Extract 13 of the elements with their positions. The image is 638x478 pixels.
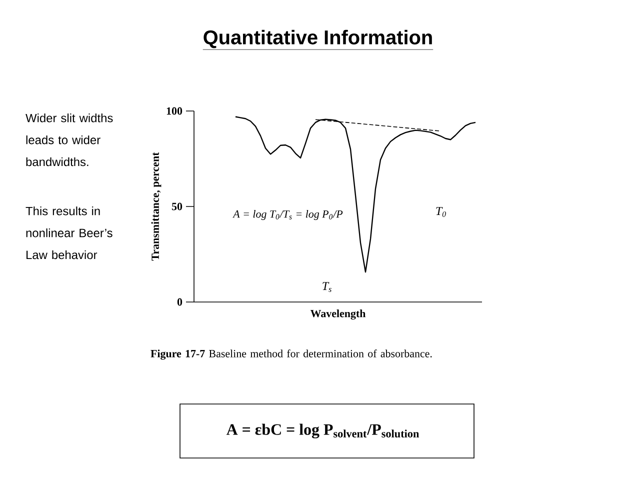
annotation: T$_{0}$	[436, 207, 446, 217]
text: Figure 17-7 Baseline method for determination of absorbance.	[150, 350, 432, 360]
x-axis-title: Wavelength	[310, 310, 366, 320]
text: Wider slit widths leads to wider bandwidths.	[26, 114, 113, 166]
annotation: A = log T$_{0}$/T$_{s}$ = log P$_{0}$/P	[232, 210, 343, 220]
y-tick-label: 50	[172, 202, 182, 210]
text: A = εbC = log P$_{solvent}$/P$_{solution}$	[226, 424, 420, 438]
y-axis-title: Transmittance, percent	[151, 152, 162, 261]
chart-title: Quantitative Information	[204, 30, 432, 48]
y-tick-label: 100	[166, 107, 182, 115]
annotation: T$_{s}$	[322, 282, 332, 292]
y-tick-label: 0	[177, 298, 182, 306]
text: This results in nonlinear Beer’s Law behavior	[26, 206, 112, 260]
